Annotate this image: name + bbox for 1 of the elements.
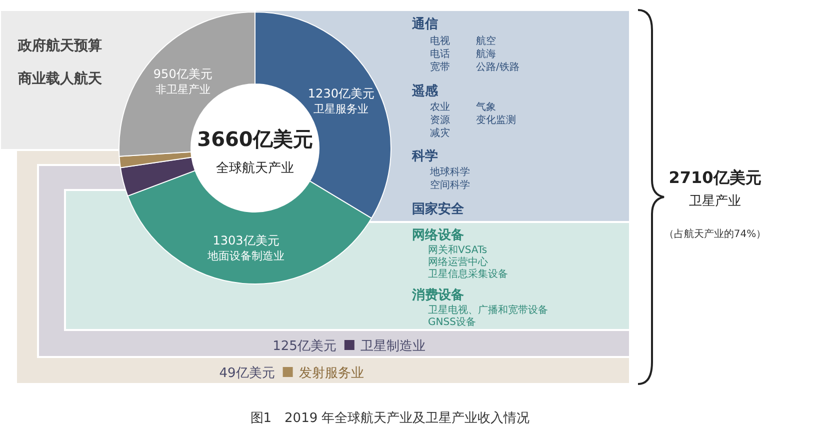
title: 图1 2019 年全球航天产业及卫星产业收入情况 <box>250 411 530 426</box>
